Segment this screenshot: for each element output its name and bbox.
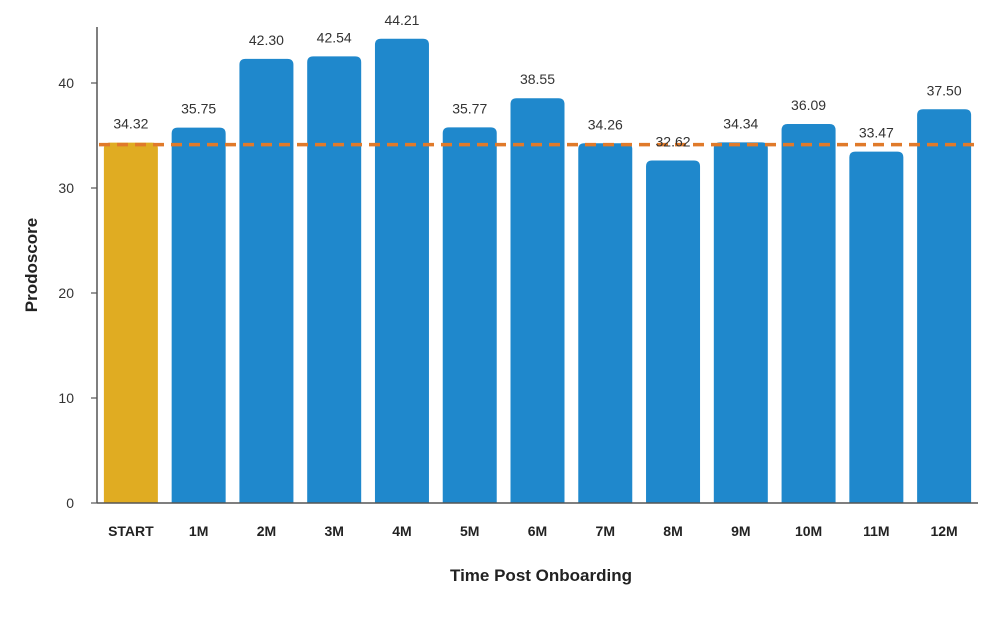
x-tick-label: 6M [528,523,547,539]
data-label: 35.75 [181,101,216,117]
bar-start [103,142,158,503]
data-label: 42.30 [249,32,284,48]
x-axis-title: Time Post Onboarding [450,566,632,585]
data-label: 34.32 [113,116,148,132]
x-tick-label: 2M [257,523,276,539]
x-tick-label: 8M [663,523,682,539]
x-tick-label: 12M [930,523,957,539]
data-label: 38.55 [520,71,555,87]
y-tick-label: 40 [58,75,74,91]
data-label: 37.50 [927,82,962,98]
bar-6m [510,98,565,503]
data-label: 34.34 [723,115,758,131]
x-tick-label: 9M [731,523,750,539]
labels-layer: 34.32 START 35.75 1M 42.30 2M 42.54 3M 44.21 4M 35… [108,12,962,539]
bar-8m [646,160,701,504]
x-tick-label: 4M [392,523,411,539]
data-label: 44.21 [384,12,419,28]
y-tick-label: 30 [58,180,74,196]
data-label: 42.54 [317,29,352,45]
bar-11m [849,151,904,503]
x-tick-label: START [108,523,154,539]
y-tick-label: 20 [58,285,74,301]
x-tick-label: 3M [324,523,343,539]
bars-layer [103,38,972,504]
bar-3m [307,56,362,503]
bar-7m [578,143,633,503]
x-tick-label: 1M [189,523,208,539]
data-label: 33.47 [859,125,894,141]
y-ticks-layer: 0 10 20 30 40 [58,75,97,511]
bar-4m [374,38,429,504]
x-tick-label: 11M [863,523,889,539]
x-tick-label: 7M [596,523,615,539]
y-tick-label: 10 [58,390,74,406]
data-label: 34.26 [588,116,623,132]
bar-2m [239,58,294,503]
x-tick-label: 5M [460,523,479,539]
bar-9m [713,142,768,503]
data-label: 35.77 [452,100,487,116]
bar-10m [781,124,836,504]
x-tick-label: 10M [795,523,822,539]
data-label: 36.09 [791,97,826,113]
bar-12m [917,109,972,503]
bar-5m [442,127,497,503]
bar-1m [171,127,226,503]
axis-layer [96,27,978,504]
y-tick-label: 0 [66,495,74,511]
data-label: 32.62 [656,133,691,149]
y-axis-title: Prodoscore [22,218,41,312]
